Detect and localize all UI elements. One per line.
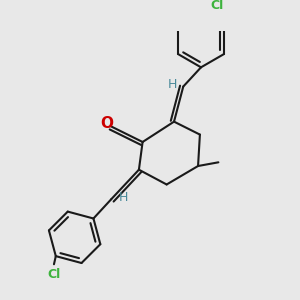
Text: Cl: Cl — [211, 0, 224, 13]
Text: H: H — [167, 78, 177, 91]
Text: Cl: Cl — [47, 268, 61, 281]
Text: O: O — [100, 116, 113, 131]
Text: H: H — [118, 191, 128, 204]
